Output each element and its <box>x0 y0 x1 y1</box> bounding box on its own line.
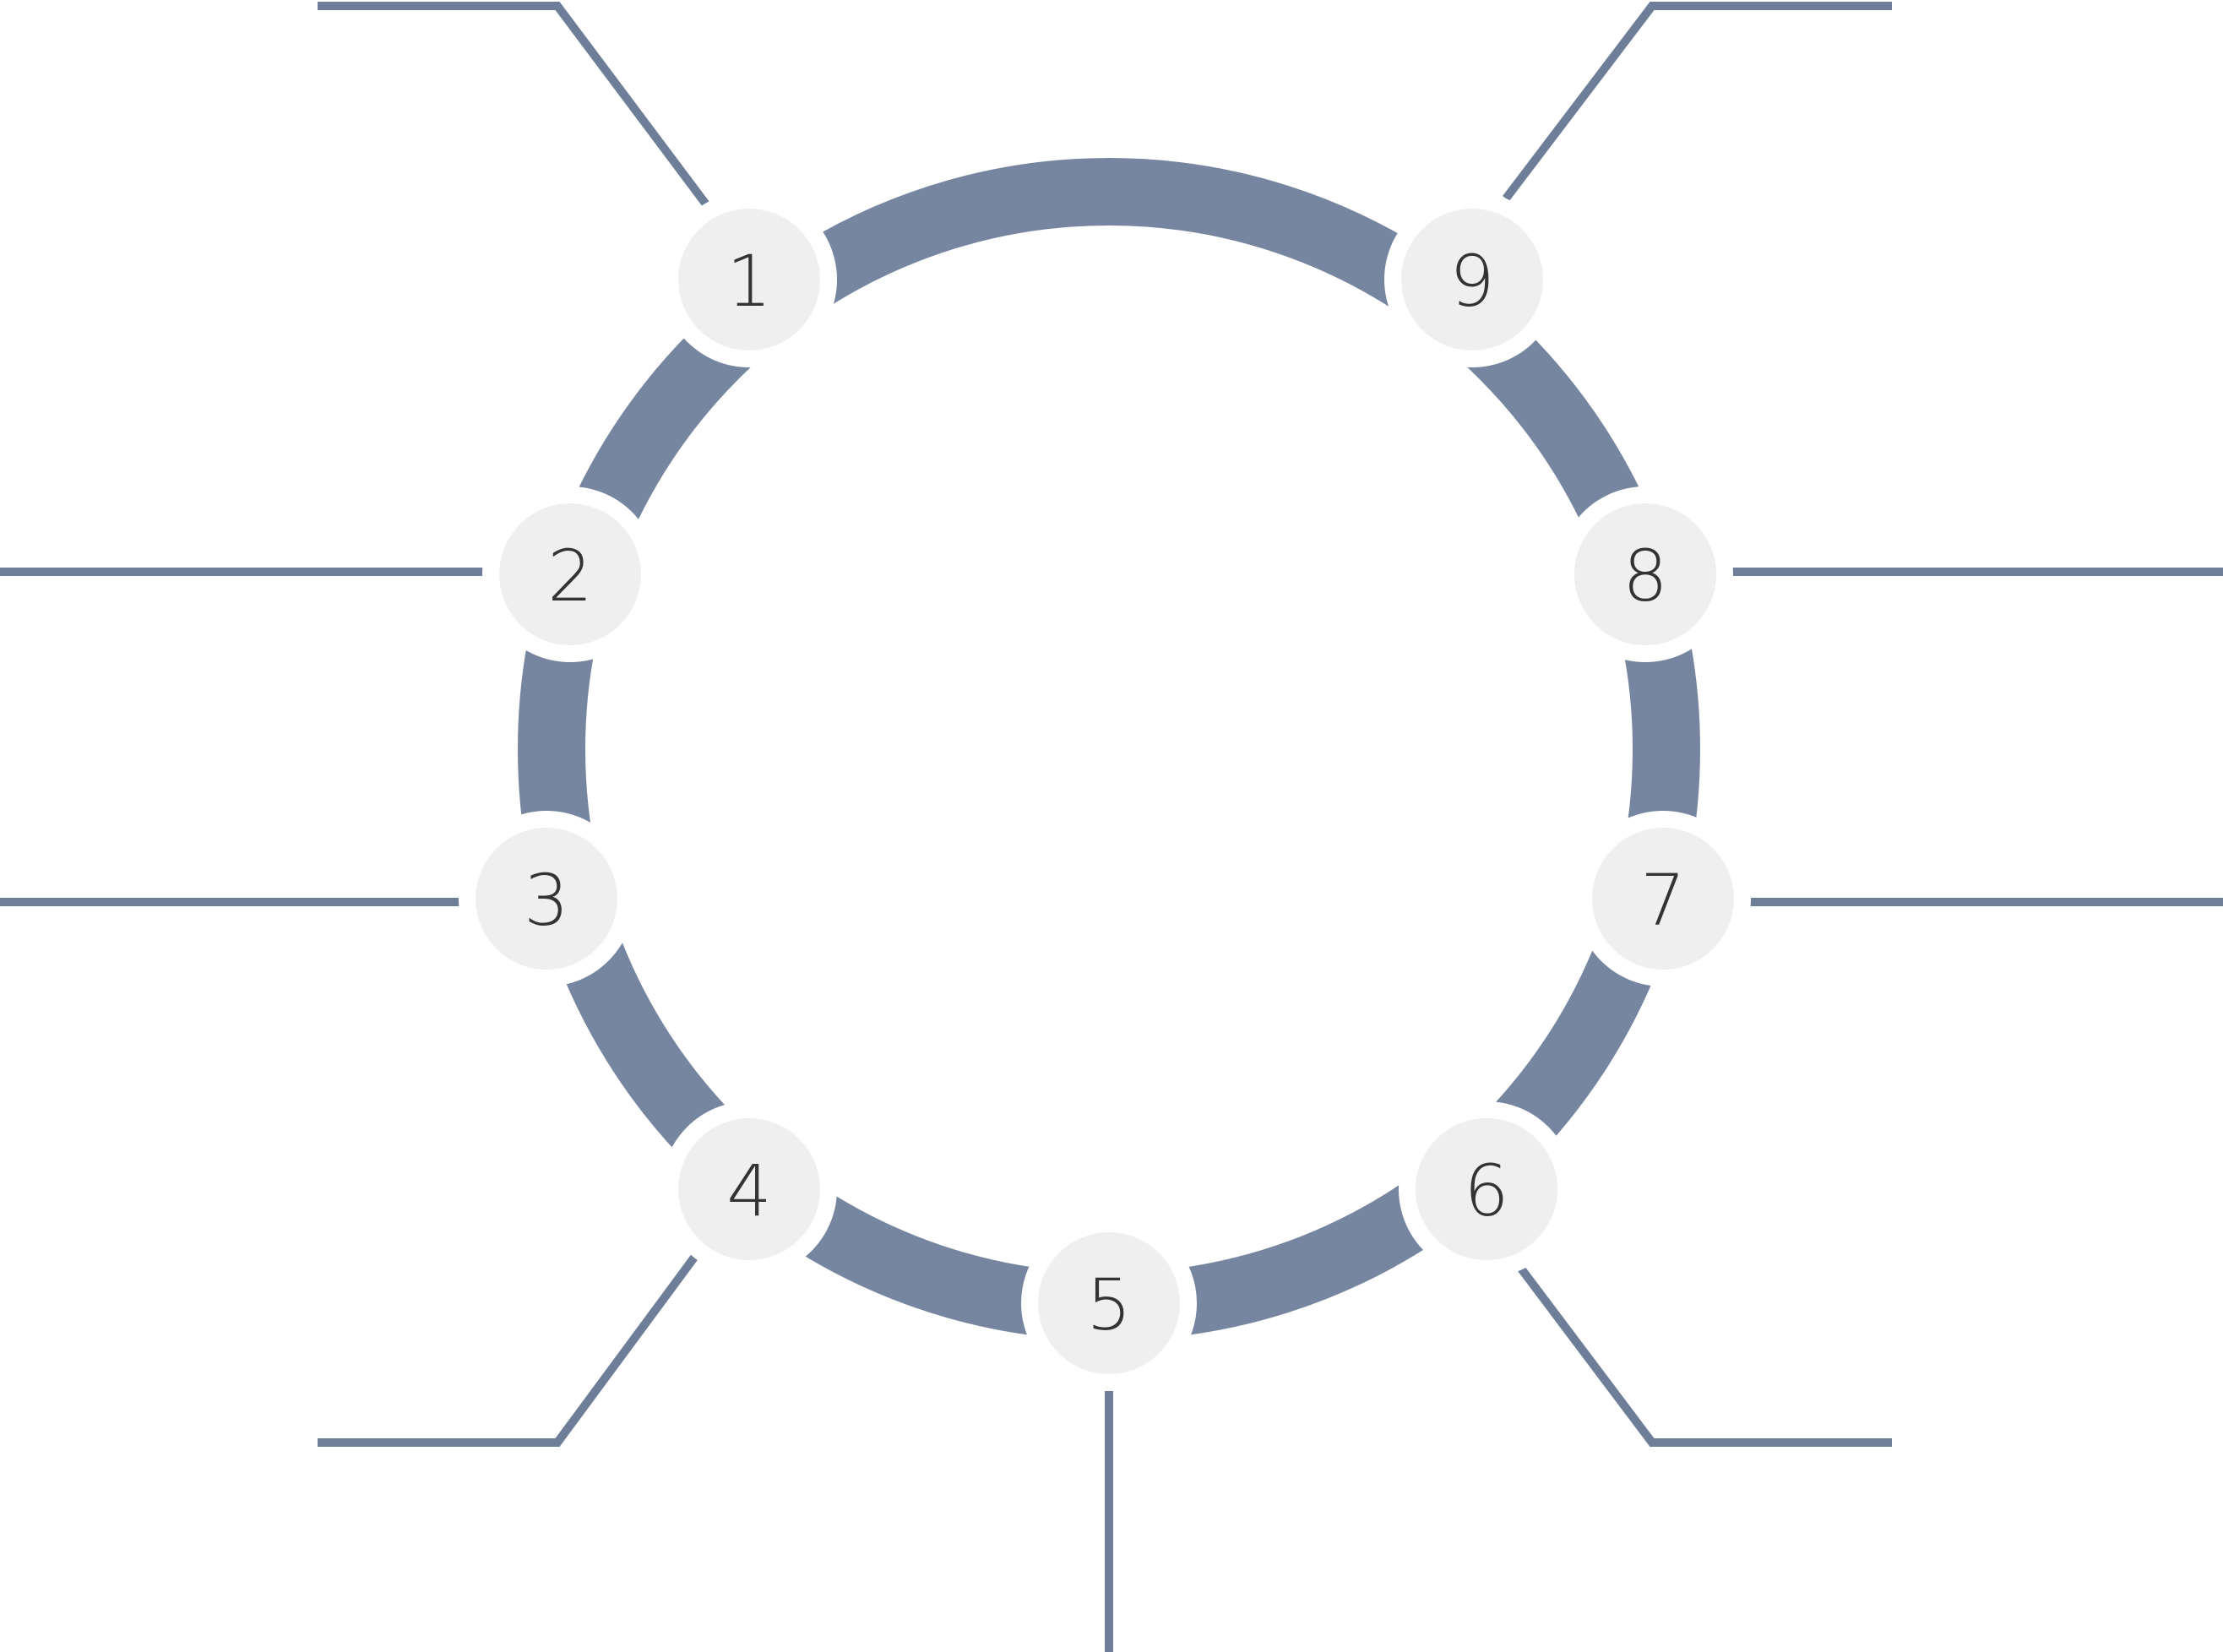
node-2[interactable]: 2 <box>482 486 658 662</box>
node-label: 5 <box>1086 1263 1131 1346</box>
node-label: 6 <box>1464 1149 1508 1232</box>
connector-line-9 <box>1503 2 1892 202</box>
node-circle <box>499 503 641 645</box>
node-circle <box>1592 828 1734 970</box>
node-label: 9 <box>1449 240 1494 323</box>
node-circle <box>476 828 617 970</box>
node-circle <box>678 1118 820 1260</box>
node-circle <box>1574 503 1716 645</box>
node-label: 3 <box>524 859 568 942</box>
node-label: 4 <box>726 1149 771 1232</box>
node-circle <box>678 209 820 351</box>
node-3[interactable]: 3 <box>459 811 634 986</box>
cycle-nodes: 1 2 3 4 5 6 7 <box>459 192 1751 1391</box>
node-label: 2 <box>547 535 592 617</box>
node-7[interactable]: 7 <box>1575 811 1751 986</box>
node-label: 8 <box>1622 535 1667 617</box>
node-circle <box>1038 1232 1180 1374</box>
connector-line-6 <box>1518 1265 1892 1447</box>
node-8[interactable]: 8 <box>1557 486 1733 662</box>
node-circle <box>1416 1118 1557 1260</box>
node-label: 7 <box>1640 859 1685 942</box>
node-1[interactable]: 1 <box>661 192 837 367</box>
connector-line-4 <box>318 1253 700 1447</box>
node-5[interactable]: 5 <box>1021 1215 1197 1391</box>
node-circle <box>1401 209 1543 351</box>
node-label: 1 <box>726 240 771 323</box>
node-9[interactable]: 9 <box>1384 192 1560 367</box>
connector-line-1 <box>318 2 710 207</box>
node-6[interactable]: 6 <box>1399 1101 1574 1277</box>
node-4[interactable]: 4 <box>661 1101 837 1277</box>
